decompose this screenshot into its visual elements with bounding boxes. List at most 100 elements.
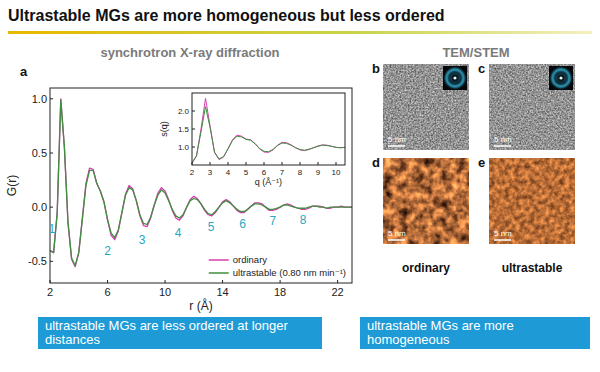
peak-label: 3: [139, 233, 146, 247]
section-heading: TEM/STEM: [442, 45, 509, 60]
diffraction-ring: [447, 70, 464, 87]
panel-label: d: [372, 155, 380, 170]
peak-label: 1: [48, 222, 55, 236]
x-tick-label: 22: [331, 286, 343, 298]
x-tick: [192, 162, 193, 165]
peak-label: 4: [175, 226, 182, 240]
x-tick-label: 6: [104, 286, 110, 298]
scale-bar-label: 5 nm: [388, 135, 406, 144]
x-tick: [246, 162, 247, 165]
x-tick-label: 10: [159, 286, 171, 298]
caption-line: ultrastable MGs are more: [367, 318, 514, 333]
x-tick: [222, 280, 223, 283]
peak-label: 7: [270, 214, 277, 228]
caption-box: [38, 317, 322, 349]
scale-bar-label: 5 nm: [388, 229, 406, 238]
x-axis-label: q (Å⁻¹): [255, 177, 282, 187]
y-tick: [192, 111, 195, 112]
diffraction-ring: [451, 74, 460, 83]
y-tick-label: 1.5: [178, 125, 190, 134]
plot-frame: [50, 88, 352, 283]
x-tick-label: 5: [244, 168, 249, 177]
x-tick-label: 10: [332, 168, 341, 177]
legend: ordinaryultrastable (0.80 nm min⁻¹): [209, 254, 346, 278]
caption-line: homogeneous: [367, 332, 450, 347]
peak-label: 5: [208, 220, 215, 234]
peak-label: 2: [104, 244, 111, 258]
y-tick-label: 0.0: [32, 201, 47, 213]
x-tick-label: 2: [47, 286, 53, 298]
y-tick-label: 0.5: [32, 147, 47, 159]
x-tick: [337, 280, 338, 283]
legend-label: ultrastable (0.80 nm min⁻¹): [233, 267, 346, 278]
micrograph: 5 nm: [383, 64, 469, 150]
y-tick-label: 2.0: [178, 107, 190, 116]
x-tick: [300, 162, 301, 165]
caption-text: ultrastable MGs are morehomogeneous: [367, 318, 514, 347]
x-tick-label: 8: [298, 168, 303, 177]
x-tick: [228, 162, 229, 165]
chart: 2 3 4 5 6 7 8 9 10 1.0 1.5 2.0 q (Å⁻¹) s(q): [159, 93, 345, 187]
y-tick-label: 1.0: [178, 143, 190, 152]
y-tick: [50, 207, 53, 208]
panel-label: b: [372, 61, 380, 76]
plot-background: [50, 88, 352, 283]
x-tick: [107, 280, 108, 283]
diffraction-inset: [549, 66, 573, 90]
y-tick: [192, 147, 195, 148]
chart: 2610141822-0.50.00.51.0r (Å)G(r)12345678…: [5, 88, 352, 313]
micrograph-image: [383, 64, 469, 150]
x-tick: [318, 162, 319, 165]
slide-title: Ultrastable MGs are more homogeneous but…: [8, 7, 445, 24]
panel-label: a: [20, 64, 28, 79]
title-underline: [8, 31, 592, 34]
section-heading: synchrotron X-ray diffraction: [100, 45, 279, 60]
scale-bar: [388, 145, 405, 147]
micrograph: 5 nm: [383, 158, 469, 244]
x-tick: [280, 280, 281, 283]
plot-frame: [192, 93, 345, 165]
micrograph-image: [383, 158, 469, 244]
micrograph-image: [489, 64, 575, 150]
x-tick: [264, 162, 265, 165]
peak-label: 6: [239, 217, 246, 231]
data-layer: [192, 98, 345, 163]
caption-line: distances: [45, 332, 100, 347]
y-tick-label: -0.5: [28, 255, 47, 267]
y-tick-label: 1.0: [32, 93, 47, 105]
caption-box: [360, 317, 590, 349]
micrograph-image: [489, 158, 575, 244]
diffraction-center: [559, 76, 562, 79]
x-tick-label: 4: [226, 168, 231, 177]
legend-swatch: [209, 272, 229, 274]
x-tick-label: 2: [190, 168, 195, 177]
series-line: [192, 107, 345, 163]
scale-bar: [494, 145, 511, 147]
y-tick: [50, 98, 53, 99]
diffraction-ring: [557, 74, 566, 83]
slide: Ultrastable MGs are more homogeneous but…: [0, 0, 600, 372]
x-tick: [210, 162, 211, 165]
x-tick-label: 3: [208, 168, 213, 177]
x-tick-label: 14: [216, 286, 228, 298]
inset-background: [549, 66, 573, 90]
panel-label: c: [478, 61, 485, 76]
micrograph: 5 nm: [489, 158, 575, 244]
x-tick-label: 9: [316, 168, 321, 177]
x-tick: [282, 162, 283, 165]
y-axis-label: s(q): [159, 121, 169, 137]
y-axis-label: G(r): [5, 175, 19, 196]
plot-background: [192, 93, 345, 165]
x-tick: [50, 280, 51, 283]
caption-line: ultrastable MGs are less ordered at long…: [45, 318, 288, 333]
y-tick: [50, 153, 53, 154]
legend-swatch: [209, 259, 229, 261]
panel-label: e: [478, 155, 485, 170]
column-label: ultrastable: [502, 261, 563, 275]
series-line: [192, 98, 345, 163]
scale-bar-label: 5 nm: [494, 135, 512, 144]
scale-bar: [388, 239, 405, 241]
scale-bar: [494, 239, 511, 241]
x-tick-label: 6: [262, 168, 267, 177]
x-tick-label: 7: [280, 168, 285, 177]
